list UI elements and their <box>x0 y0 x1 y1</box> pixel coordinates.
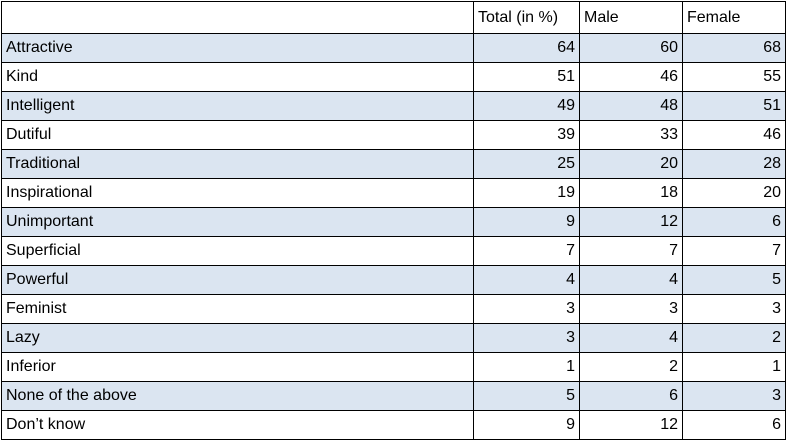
row-label-cell: Dutiful <box>1 120 474 150</box>
male-value-cell: 46 <box>579 62 683 92</box>
male-value-cell: 4 <box>579 323 683 353</box>
female-value-cell: 3 <box>682 294 786 324</box>
female-value-cell: 55 <box>682 62 786 92</box>
total-value-cell: 51 <box>473 62 580 92</box>
total-value-cell: 5 <box>473 381 580 411</box>
table-row: Inspirational 19 18 20 <box>1 178 786 208</box>
total-value-cell: 4 <box>473 265 580 295</box>
female-value-cell: 20 <box>682 178 786 208</box>
female-value-cell: 28 <box>682 149 786 179</box>
table-row: Lazy 3 4 2 <box>1 323 786 353</box>
female-value-cell: 6 <box>682 410 786 440</box>
row-label-cell: Superficial <box>1 236 474 266</box>
male-value-cell: 20 <box>579 149 683 179</box>
total-value-cell: 25 <box>473 149 580 179</box>
row-label-cell: Unimportant <box>1 207 474 237</box>
total-value-cell: 19 <box>473 178 580 208</box>
total-value-cell: 7 <box>473 236 580 266</box>
row-label-cell: Attractive <box>1 33 474 63</box>
table-row: None of the above 5 6 3 <box>1 381 786 411</box>
total-value-cell: 3 <box>473 323 580 353</box>
row-label-cell: None of the above <box>1 381 474 411</box>
row-label-cell: Feminist <box>1 294 474 324</box>
male-value-cell: 4 <box>579 265 683 295</box>
male-value-cell: 48 <box>579 91 683 121</box>
row-label-cell: Inspirational <box>1 178 474 208</box>
total-value-cell: 9 <box>473 207 580 237</box>
female-value-cell: 6 <box>682 207 786 237</box>
male-value-cell: 6 <box>579 381 683 411</box>
table-row: Powerful 4 4 5 <box>1 265 786 295</box>
female-value-cell: 7 <box>682 236 786 266</box>
table-row: Traditional 25 20 28 <box>1 149 786 179</box>
male-value-cell: 7 <box>579 236 683 266</box>
table-row: Feminist 3 3 3 <box>1 294 786 324</box>
header-female-column: Female <box>682 1 786 34</box>
row-label-cell: Traditional <box>1 149 474 179</box>
female-value-cell: 68 <box>682 33 786 63</box>
table-row: Dutiful 39 33 46 <box>1 120 786 150</box>
row-label-cell: Intelligent <box>1 91 474 121</box>
male-value-cell: 33 <box>579 120 683 150</box>
row-label-cell: Lazy <box>1 323 474 353</box>
male-value-cell: 18 <box>579 178 683 208</box>
female-value-cell: 3 <box>682 381 786 411</box>
table-header-row: Total (in %) Male Female <box>1 1 786 34</box>
row-label-cell: Powerful <box>1 265 474 295</box>
total-value-cell: 3 <box>473 294 580 324</box>
male-value-cell: 3 <box>579 294 683 324</box>
male-value-cell: 12 <box>579 410 683 440</box>
female-value-cell: 5 <box>682 265 786 295</box>
table-row: Intelligent 49 48 51 <box>1 91 786 121</box>
total-value-cell: 9 <box>473 410 580 440</box>
female-value-cell: 1 <box>682 352 786 382</box>
table-body: Attractive 64 60 68 Kind 51 46 55 Intelligent 49 4… <box>1 33 786 440</box>
total-value-cell: 64 <box>473 33 580 63</box>
table-row: Unimportant 9 12 6 <box>1 207 786 237</box>
female-value-cell: 2 <box>682 323 786 353</box>
row-label-cell: Don’t know <box>1 410 474 440</box>
row-label-cell: Kind <box>1 62 474 92</box>
male-value-cell: 2 <box>579 352 683 382</box>
header-label-column <box>1 1 474 34</box>
row-label-cell: Inferior <box>1 352 474 382</box>
female-value-cell: 51 <box>682 91 786 121</box>
female-value-cell: 46 <box>682 120 786 150</box>
table-row: Superficial 7 7 7 <box>1 236 786 266</box>
table-row: Attractive 64 60 68 <box>1 33 786 63</box>
male-value-cell: 12 <box>579 207 683 237</box>
table-row: Inferior 1 2 1 <box>1 352 786 382</box>
table-row: Don’t know 9 12 6 <box>1 410 786 440</box>
header-total-column: Total (in %) <box>473 1 580 34</box>
total-value-cell: 49 <box>473 91 580 121</box>
total-value-cell: 1 <box>473 352 580 382</box>
table-row: Kind 51 46 55 <box>1 62 786 92</box>
header-male-column: Male <box>579 1 683 34</box>
male-value-cell: 60 <box>579 33 683 63</box>
total-value-cell: 39 <box>473 120 580 150</box>
